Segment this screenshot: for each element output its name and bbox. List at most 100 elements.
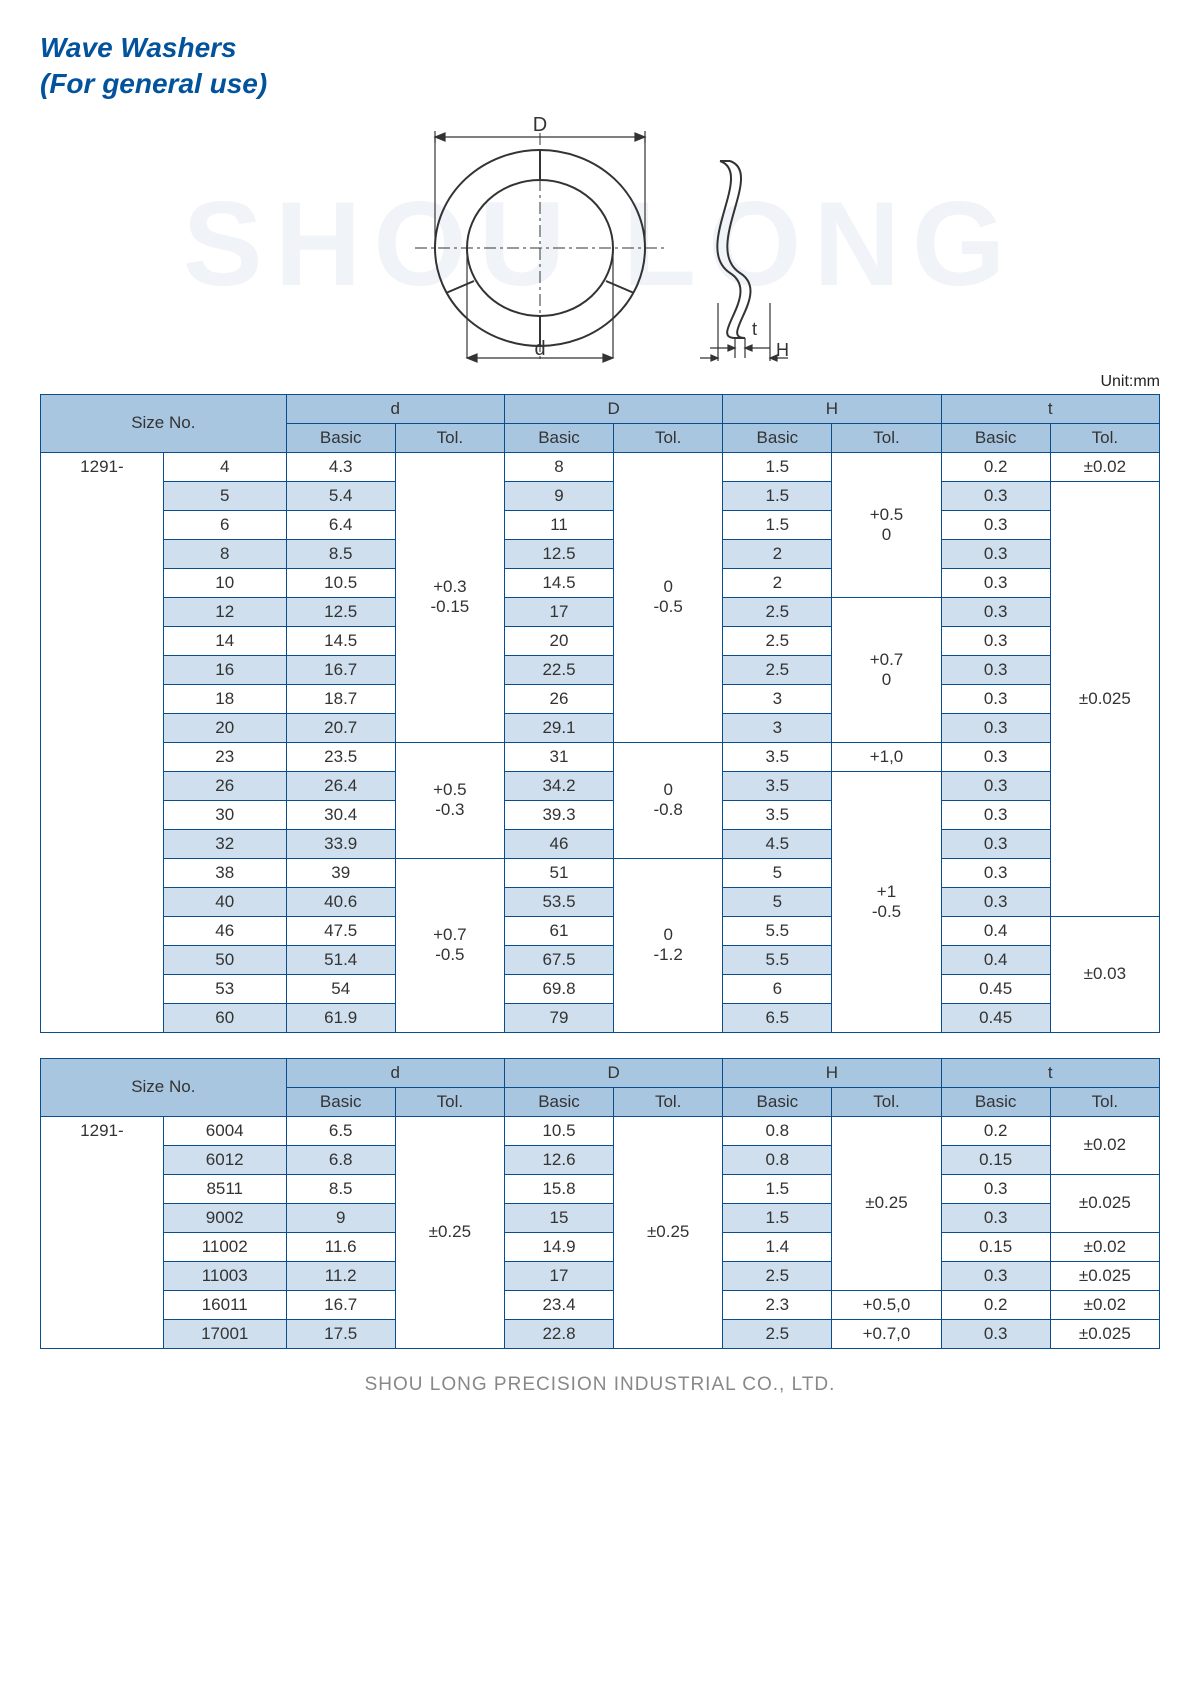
cell: 0.3 [941,829,1050,858]
cell: 6.5 [723,1003,832,1032]
hdr-basic: Basic [723,423,832,452]
cell: 11003 [163,1261,286,1290]
cell: 22.8 [504,1319,613,1348]
tol-cell: +1,0 [832,742,941,771]
cell: 51.4 [286,945,395,974]
cell: 6.4 [286,510,395,539]
cell: 23 [163,742,286,771]
hdr-D: D [504,1058,722,1087]
cell: 39.3 [504,800,613,829]
cell: 17.5 [286,1319,395,1348]
cell: 3.5 [723,800,832,829]
tol-cell: 0 -0.5 [614,452,723,742]
cell: 14.5 [286,626,395,655]
cell: 0.3 [941,510,1050,539]
tol-cell: +0.5 0 [832,452,941,597]
hdr-basic: Basic [723,1087,832,1116]
cell: 0.3 [941,1174,1050,1203]
cell: 60 [163,1003,286,1032]
cell: 0.8 [723,1145,832,1174]
cell: 5.4 [286,481,395,510]
cell: 8 [504,452,613,481]
footer-company: SHOU LONG PRECISION INDUSTRIAL CO., LTD. [40,1374,1160,1396]
cell: 0.15 [941,1232,1050,1261]
cell: 0.45 [941,1003,1050,1032]
title-line-1: Wave Washers [40,32,237,63]
hdr-tol: Tol. [1050,423,1159,452]
cell: 1.5 [723,510,832,539]
cell: 10 [163,568,286,597]
spec-table-1: Size No. d D H t BasicTol. BasicTol. Bas… [40,394,1160,1033]
tol-cell: ±0.025 [1050,1319,1159,1348]
cell: 15 [504,1203,613,1232]
cell: 12.5 [504,539,613,568]
cell: 10.5 [504,1116,613,1145]
tol-cell: ±0.02 [1050,452,1159,481]
cell: 29.1 [504,713,613,742]
cell: 54 [286,974,395,1003]
cell: 8 [163,539,286,568]
cell: 5 [723,887,832,916]
cell: 1.5 [723,1203,832,1232]
cell: 9002 [163,1203,286,1232]
cell: 14.5 [504,568,613,597]
cell: 12 [163,597,286,626]
cell: 50 [163,945,286,974]
cell: 34.2 [504,771,613,800]
cell: 9 [286,1203,395,1232]
cell: 47.5 [286,916,395,945]
cell: 0.2 [941,1290,1050,1319]
tol-cell: +0.7,0 [832,1319,941,1348]
cell: 2.5 [723,626,832,655]
cell: 40 [163,887,286,916]
tol-cell: +0.7 -0.5 [395,858,504,1032]
cell: 11.6 [286,1232,395,1261]
cell: 2.5 [723,655,832,684]
title-line-2: (For general use) [40,68,267,99]
cell: 0.3 [941,771,1050,800]
tol-cell: 0 -0.8 [614,742,723,858]
cell: 67.5 [504,945,613,974]
hdr-size-no: Size No. [41,394,287,452]
tol-cell: +0.5,0 [832,1290,941,1319]
tol-cell: ±0.02 [1050,1232,1159,1261]
diagram-label-H: H [776,340,789,360]
cell: 26.4 [286,771,395,800]
cell: 3.5 [723,742,832,771]
cell: 40.6 [286,887,395,916]
cell: 4.5 [723,829,832,858]
cell: 5.5 [723,916,832,945]
cell: 32 [163,829,286,858]
cell: 0.3 [941,568,1050,597]
cell: 2.5 [723,597,832,626]
tol-cell: 0 -1.2 [614,858,723,1032]
cell: 11002 [163,1232,286,1261]
cell: 11 [504,510,613,539]
cell: 8.5 [286,539,395,568]
hdr-basic: Basic [286,1087,395,1116]
cell: 38 [163,858,286,887]
cell: 15.8 [504,1174,613,1203]
cell: 30.4 [286,800,395,829]
cell: 0.8 [723,1116,832,1145]
cell: 0.3 [941,626,1050,655]
hdr-H: H [723,1058,941,1087]
cell: 18 [163,684,286,713]
cell: 0.3 [941,800,1050,829]
hdr-basic: Basic [941,423,1050,452]
hdr-t: t [941,1058,1159,1087]
cell: 17 [504,597,613,626]
cell: 1.5 [723,481,832,510]
cell: 10.5 [286,568,395,597]
page-title: Wave Washers (For general use) [40,30,1160,103]
cell: 20 [163,713,286,742]
cell: 16011 [163,1290,286,1319]
cell: 12.6 [504,1145,613,1174]
cell: 16.7 [286,655,395,684]
hdr-tol: Tol. [832,1087,941,1116]
cell: 6004 [163,1116,286,1145]
technical-diagram: D d t [40,113,1160,368]
size-prefix: 1291- [41,1116,164,1348]
cell: 1.5 [723,1174,832,1203]
cell: 0.3 [941,481,1050,510]
